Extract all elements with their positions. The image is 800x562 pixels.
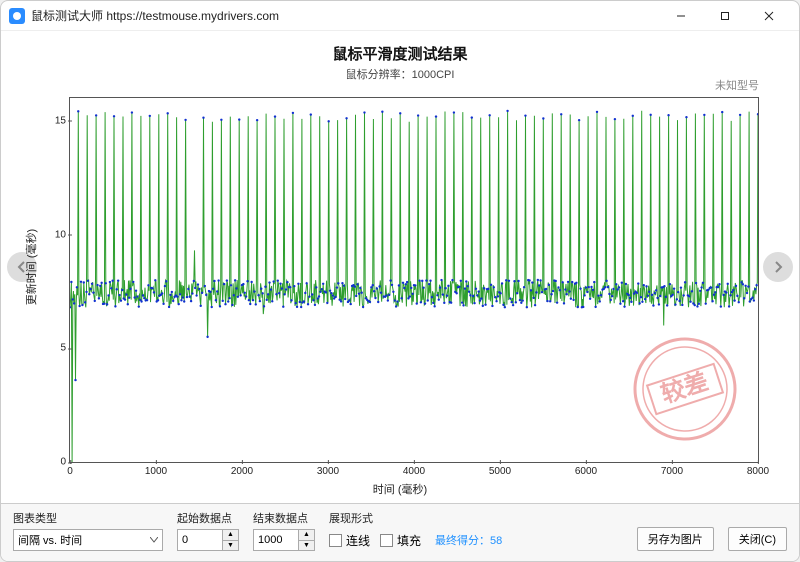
window-title: 鼠标测试大师 https://testmouse.mydrivers.com xyxy=(31,7,279,24)
start-point-group: 起始数据点 0 ▲ ▼ xyxy=(177,510,239,551)
chart-svg xyxy=(70,98,758,462)
close-button[interactable] xyxy=(747,1,791,31)
minimize-button[interactable] xyxy=(659,1,703,31)
start-point-value: 0 xyxy=(182,534,188,546)
chart-type-select[interactable]: 间隔 vs. 时间 xyxy=(13,529,163,551)
checkbox-box-icon xyxy=(380,534,393,547)
y-axis-label: 更新时间 (毫秒) xyxy=(23,229,39,305)
chart-subtitle: 鼠标分辨率：1000CPI xyxy=(31,66,769,82)
chart-title: 鼠标平滑度测试结果 xyxy=(31,43,769,64)
content-area: 鼠标平滑度测试结果 鼠标分辨率：1000CPI 未知型号 更新时间 (毫秒) 时… xyxy=(1,31,799,561)
end-point-group: 结束数据点 1000 ▲ ▼ xyxy=(253,510,315,551)
chart-type-value: 间隔 vs. 时间 xyxy=(18,532,82,548)
start-point-label: 起始数据点 xyxy=(177,510,239,526)
display-mode-group: 展现形式 连线 填充 xyxy=(329,510,421,551)
spinner-down-icon[interactable]: ▼ xyxy=(223,541,238,551)
bottom-bar: 图表类型 间隔 vs. 时间 起始数据点 0 ▲ ▼ xyxy=(1,503,799,561)
final-score: 最终得分：58 xyxy=(435,529,502,551)
app-window: 鼠标测试大师 https://testmouse.mydrivers.com 鼠… xyxy=(0,0,800,562)
line-checkbox[interactable]: 连线 xyxy=(329,532,370,549)
model-label: 未知型号 xyxy=(715,77,759,93)
close-dialog-button[interactable]: 关闭(C) xyxy=(728,527,787,551)
chart-type-group: 图表类型 间隔 vs. 时间 xyxy=(13,510,163,551)
chevron-down-icon xyxy=(150,534,158,546)
maximize-button[interactable] xyxy=(703,1,747,31)
titlebar: 鼠标测试大师 https://testmouse.mydrivers.com xyxy=(1,1,799,31)
save-image-button[interactable]: 另存为图片 xyxy=(637,527,714,551)
end-point-label: 结束数据点 xyxy=(253,510,315,526)
spinner-down-icon[interactable]: ▼ xyxy=(299,541,314,551)
display-mode-label: 展现形式 xyxy=(329,510,421,526)
chart-type-label: 图表类型 xyxy=(13,510,163,526)
start-point-spinner[interactable]: 0 ▲ ▼ xyxy=(177,529,239,551)
spinner-up-icon[interactable]: ▲ xyxy=(299,530,314,541)
app-icon xyxy=(9,8,25,24)
end-point-value: 1000 xyxy=(258,534,282,546)
end-point-spinner[interactable]: 1000 ▲ ▼ xyxy=(253,529,315,551)
checkbox-box-icon xyxy=(329,534,342,547)
chart-plot: 较差 0510150100020003000400050006000700080… xyxy=(69,97,759,463)
next-arrow-button[interactable] xyxy=(763,252,793,282)
x-axis-label: 时间 (毫秒) xyxy=(373,481,427,497)
fill-checkbox[interactable]: 填充 xyxy=(380,532,421,549)
line-checkbox-label: 连线 xyxy=(346,532,370,549)
spinner-up-icon[interactable]: ▲ xyxy=(223,530,238,541)
chart-area: 鼠标平滑度测试结果 鼠标分辨率：1000CPI 未知型号 更新时间 (毫秒) 时… xyxy=(1,31,799,503)
fill-checkbox-label: 填充 xyxy=(397,532,421,549)
